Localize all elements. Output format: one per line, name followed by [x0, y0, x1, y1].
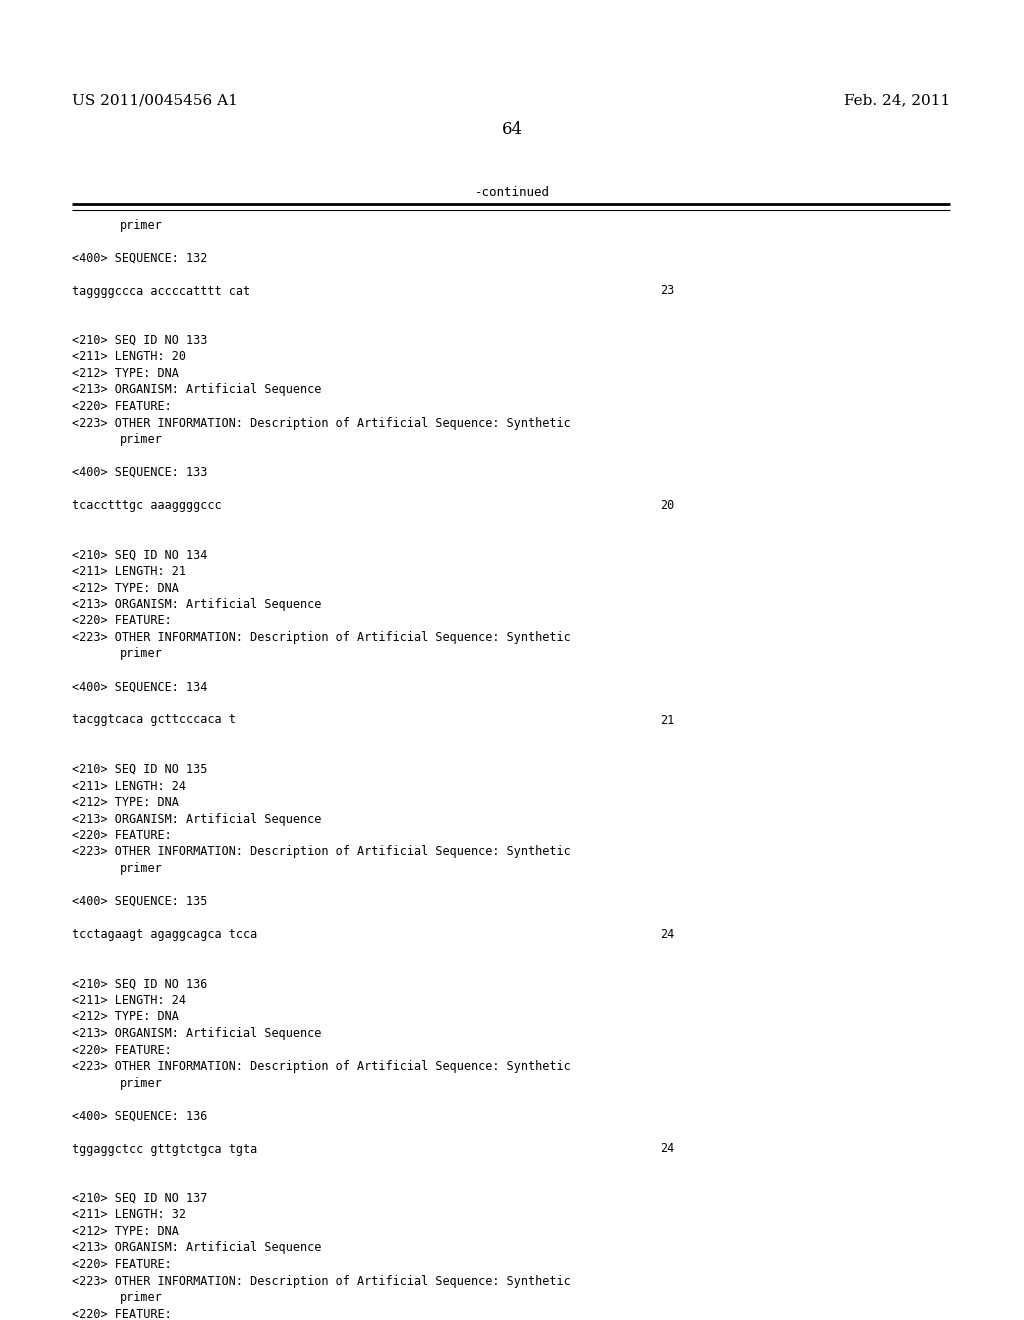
Text: US 2011/0045456 A1: US 2011/0045456 A1	[72, 92, 238, 107]
Text: <213> ORGANISM: Artificial Sequence: <213> ORGANISM: Artificial Sequence	[72, 384, 322, 396]
Text: taggggccca accccatttt cat: taggggccca accccatttt cat	[72, 285, 250, 297]
Text: <223> OTHER INFORMATION: Description of Artificial Sequence: Synthetic: <223> OTHER INFORMATION: Description of …	[72, 631, 570, 644]
Text: <213> ORGANISM: Artificial Sequence: <213> ORGANISM: Artificial Sequence	[72, 813, 322, 825]
Text: <400> SEQUENCE: 135: <400> SEQUENCE: 135	[72, 895, 208, 908]
Text: 21: 21	[660, 714, 674, 726]
Text: <210> SEQ ID NO 136: <210> SEQ ID NO 136	[72, 978, 208, 990]
Text: <210> SEQ ID NO 133: <210> SEQ ID NO 133	[72, 334, 208, 347]
Text: <212> TYPE: DNA: <212> TYPE: DNA	[72, 796, 179, 809]
Text: <212> TYPE: DNA: <212> TYPE: DNA	[72, 1225, 179, 1238]
Text: tcctagaagt agaggcagca tcca: tcctagaagt agaggcagca tcca	[72, 928, 257, 941]
Text: tggaggctcc gttgtctgca tgta: tggaggctcc gttgtctgca tgta	[72, 1143, 257, 1155]
Text: <211> LENGTH: 20: <211> LENGTH: 20	[72, 351, 186, 363]
Text: primer: primer	[120, 1077, 163, 1089]
Text: primer: primer	[120, 433, 163, 446]
Text: <211> LENGTH: 21: <211> LENGTH: 21	[72, 565, 186, 578]
Text: <223> OTHER INFORMATION: Description of Artificial Sequence: Synthetic: <223> OTHER INFORMATION: Description of …	[72, 1275, 570, 1287]
Text: <223> OTHER INFORMATION: Description of Artificial Sequence: Synthetic: <223> OTHER INFORMATION: Description of …	[72, 417, 570, 429]
Text: <220> FEATURE:: <220> FEATURE:	[72, 615, 172, 627]
Text: 24: 24	[660, 928, 674, 941]
Text: <223> OTHER INFORMATION: Description of Artificial Sequence: Synthetic: <223> OTHER INFORMATION: Description of …	[72, 846, 570, 858]
Text: -continued: -continued	[474, 186, 550, 199]
Text: <211> LENGTH: 24: <211> LENGTH: 24	[72, 780, 186, 792]
Text: <220> FEATURE:: <220> FEATURE:	[72, 1308, 172, 1320]
Text: <220> FEATURE:: <220> FEATURE:	[72, 829, 172, 842]
Text: <400> SEQUENCE: 133: <400> SEQUENCE: 133	[72, 466, 208, 479]
Text: <210> SEQ ID NO 137: <210> SEQ ID NO 137	[72, 1192, 208, 1205]
Text: 24: 24	[660, 1143, 674, 1155]
Text: <220> FEATURE:: <220> FEATURE:	[72, 400, 172, 413]
Text: <213> ORGANISM: Artificial Sequence: <213> ORGANISM: Artificial Sequence	[72, 1242, 322, 1254]
Text: 20: 20	[660, 499, 674, 512]
Text: <220> FEATURE:: <220> FEATURE:	[72, 1258, 172, 1271]
Text: <400> SEQUENCE: 134: <400> SEQUENCE: 134	[72, 681, 208, 693]
Text: Feb. 24, 2011: Feb. 24, 2011	[844, 92, 950, 107]
Text: <210> SEQ ID NO 134: <210> SEQ ID NO 134	[72, 549, 208, 561]
Text: primer: primer	[120, 862, 163, 875]
Text: primer: primer	[120, 219, 163, 231]
Text: <211> LENGTH: 32: <211> LENGTH: 32	[72, 1209, 186, 1221]
Text: 64: 64	[502, 121, 522, 139]
Text: <223> OTHER INFORMATION: Description of Artificial Sequence: Synthetic: <223> OTHER INFORMATION: Description of …	[72, 1060, 570, 1073]
Text: <211> LENGTH: 24: <211> LENGTH: 24	[72, 994, 186, 1007]
Text: <213> ORGANISM: Artificial Sequence: <213> ORGANISM: Artificial Sequence	[72, 1027, 322, 1040]
Text: <220> FEATURE:: <220> FEATURE:	[72, 1044, 172, 1056]
Text: <400> SEQUENCE: 132: <400> SEQUENCE: 132	[72, 252, 208, 264]
Text: 23: 23	[660, 285, 674, 297]
Text: primer: primer	[120, 1291, 163, 1304]
Text: tacggtcaca gcttcccaca t: tacggtcaca gcttcccaca t	[72, 714, 236, 726]
Text: <212> TYPE: DNA: <212> TYPE: DNA	[72, 1011, 179, 1023]
Text: tcacctttgc aaaggggccc: tcacctttgc aaaggggccc	[72, 499, 221, 512]
Text: <213> ORGANISM: Artificial Sequence: <213> ORGANISM: Artificial Sequence	[72, 598, 322, 611]
Text: <212> TYPE: DNA: <212> TYPE: DNA	[72, 582, 179, 594]
Text: <210> SEQ ID NO 135: <210> SEQ ID NO 135	[72, 763, 208, 776]
Text: <212> TYPE: DNA: <212> TYPE: DNA	[72, 367, 179, 380]
Text: primer: primer	[120, 648, 163, 660]
Text: <400> SEQUENCE: 136: <400> SEQUENCE: 136	[72, 1110, 208, 1122]
